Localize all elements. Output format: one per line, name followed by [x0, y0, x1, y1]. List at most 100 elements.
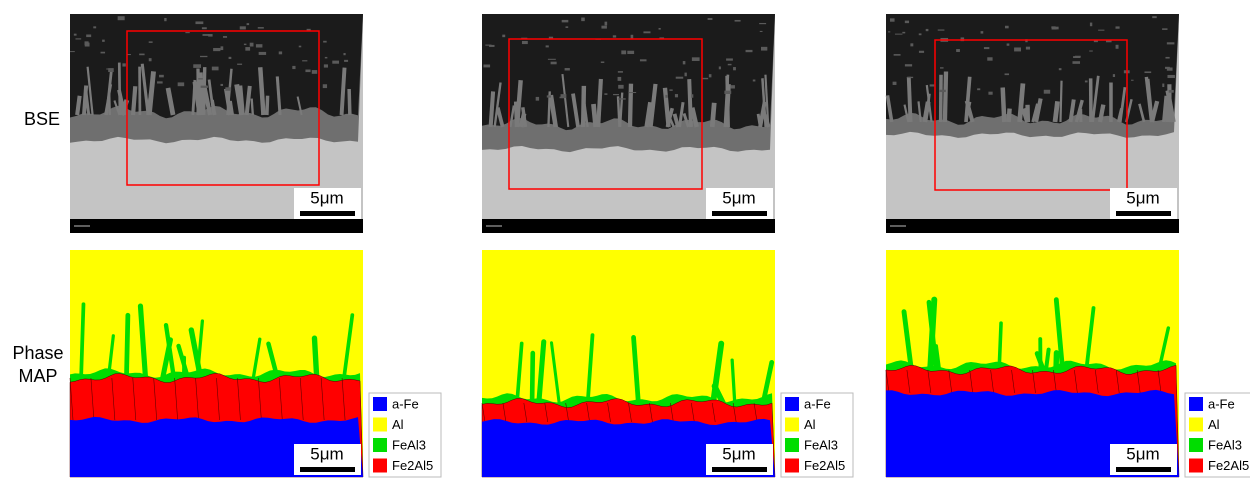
bse-needle	[764, 74, 770, 128]
bse-needle	[275, 76, 282, 116]
bse-grain	[889, 18, 895, 22]
bse-grain	[1072, 61, 1081, 64]
bse-needle	[756, 113, 762, 128]
bse-grain	[759, 30, 763, 32]
bse-needle	[709, 102, 717, 128]
bse-needle	[677, 101, 685, 128]
map-grain-boundary	[258, 377, 262, 421]
map-needle	[631, 334, 641, 408]
map-grain-boundary	[690, 402, 695, 423]
bse-grain	[745, 49, 753, 53]
bse-grain	[73, 33, 77, 36]
bse-needle	[117, 89, 127, 116]
bse-grain	[200, 55, 208, 58]
bse-grain	[193, 64, 202, 68]
map-grain-boundary	[927, 369, 932, 394]
map-grain-boundary	[607, 402, 611, 423]
bse-grain	[547, 58, 556, 60]
bse-needle	[561, 73, 570, 128]
bse-grain	[601, 25, 607, 29]
bse-needle	[1091, 75, 1100, 123]
legend-swatch	[1189, 397, 1203, 411]
bse-infobar	[482, 219, 775, 233]
bse-grain	[139, 53, 145, 56]
bse-grain	[1014, 47, 1022, 52]
map-needle	[79, 302, 86, 382]
bse-needle	[165, 87, 176, 116]
bse-grain	[1168, 89, 1174, 93]
bse-grain	[302, 60, 308, 62]
bse-needle	[105, 70, 113, 116]
bse-needle	[1097, 104, 1106, 123]
bse-grain	[211, 66, 219, 71]
bse-grain	[305, 69, 311, 73]
bse-grain	[222, 36, 228, 38]
roi-box	[126, 30, 320, 186]
map-grain-boundary	[132, 377, 137, 421]
legend-swatch	[373, 397, 387, 411]
bse-grain	[1004, 73, 1010, 76]
legend-label: Fe2Al5	[392, 458, 433, 473]
bse-grain	[1051, 26, 1056, 29]
bse-grain	[535, 96, 540, 101]
bse-needle	[1006, 108, 1012, 123]
bse-grain	[559, 96, 565, 99]
map-needle	[529, 350, 536, 408]
bse-grain	[344, 59, 349, 62]
scale-label: 5μm	[722, 188, 755, 207]
bse-needle	[226, 68, 233, 116]
map-needle	[901, 309, 915, 375]
bse-needle	[86, 66, 94, 116]
bse-needle	[513, 101, 520, 128]
bse-grain	[148, 58, 152, 62]
scale-label: 5μm	[722, 444, 755, 463]
bse-needle	[202, 84, 213, 116]
map-grain-boundary	[1032, 369, 1036, 394]
bse-needle	[903, 104, 910, 123]
bse-grain	[956, 49, 960, 52]
bse-needle	[580, 109, 586, 128]
bse-grain	[718, 66, 721, 70]
bse-grain	[292, 65, 296, 70]
bse-grain	[485, 44, 492, 46]
bse-needle	[495, 107, 505, 128]
bse-grain	[164, 17, 167, 22]
legend-swatch	[1189, 417, 1203, 432]
bse-grain	[545, 45, 549, 48]
bse-needle	[493, 82, 502, 128]
bse-grain	[1166, 42, 1175, 45]
legend-label: Al	[1208, 417, 1220, 432]
bse-grain	[225, 87, 232, 91]
bse-grain	[1043, 89, 1051, 94]
map-needle	[1084, 306, 1096, 374]
bse-grain	[759, 22, 767, 25]
bse-grain	[675, 76, 684, 79]
scale-bar: 5μm	[706, 188, 773, 219]
map-grain-boundary	[195, 377, 199, 421]
bse-grain	[324, 56, 328, 59]
map-grain-boundary	[969, 369, 974, 394]
bse-grain	[84, 41, 89, 46]
bse-grain	[1098, 29, 1105, 31]
bse-needle	[1149, 100, 1160, 123]
bse-needle	[113, 100, 121, 116]
bse-needle	[922, 101, 931, 123]
bse-grain	[483, 64, 491, 68]
map-grain-boundary	[1136, 369, 1141, 394]
bse-grain	[682, 61, 686, 65]
bse-grain	[639, 59, 647, 62]
bse-needle	[1034, 98, 1043, 123]
bse-grain	[604, 21, 608, 26]
map-grain-boundary	[885, 369, 890, 394]
bse-needle	[265, 95, 270, 116]
bse-grain	[726, 58, 733, 61]
bse-grain	[202, 34, 210, 36]
map-needle	[137, 303, 149, 383]
map-needle	[927, 296, 938, 375]
bse-grain	[983, 47, 990, 50]
legend-label: a-Fe	[804, 396, 831, 411]
scale-line	[1116, 467, 1171, 472]
bse-needle	[84, 87, 91, 116]
bse-needle	[296, 96, 303, 116]
bse-grain	[618, 98, 626, 100]
